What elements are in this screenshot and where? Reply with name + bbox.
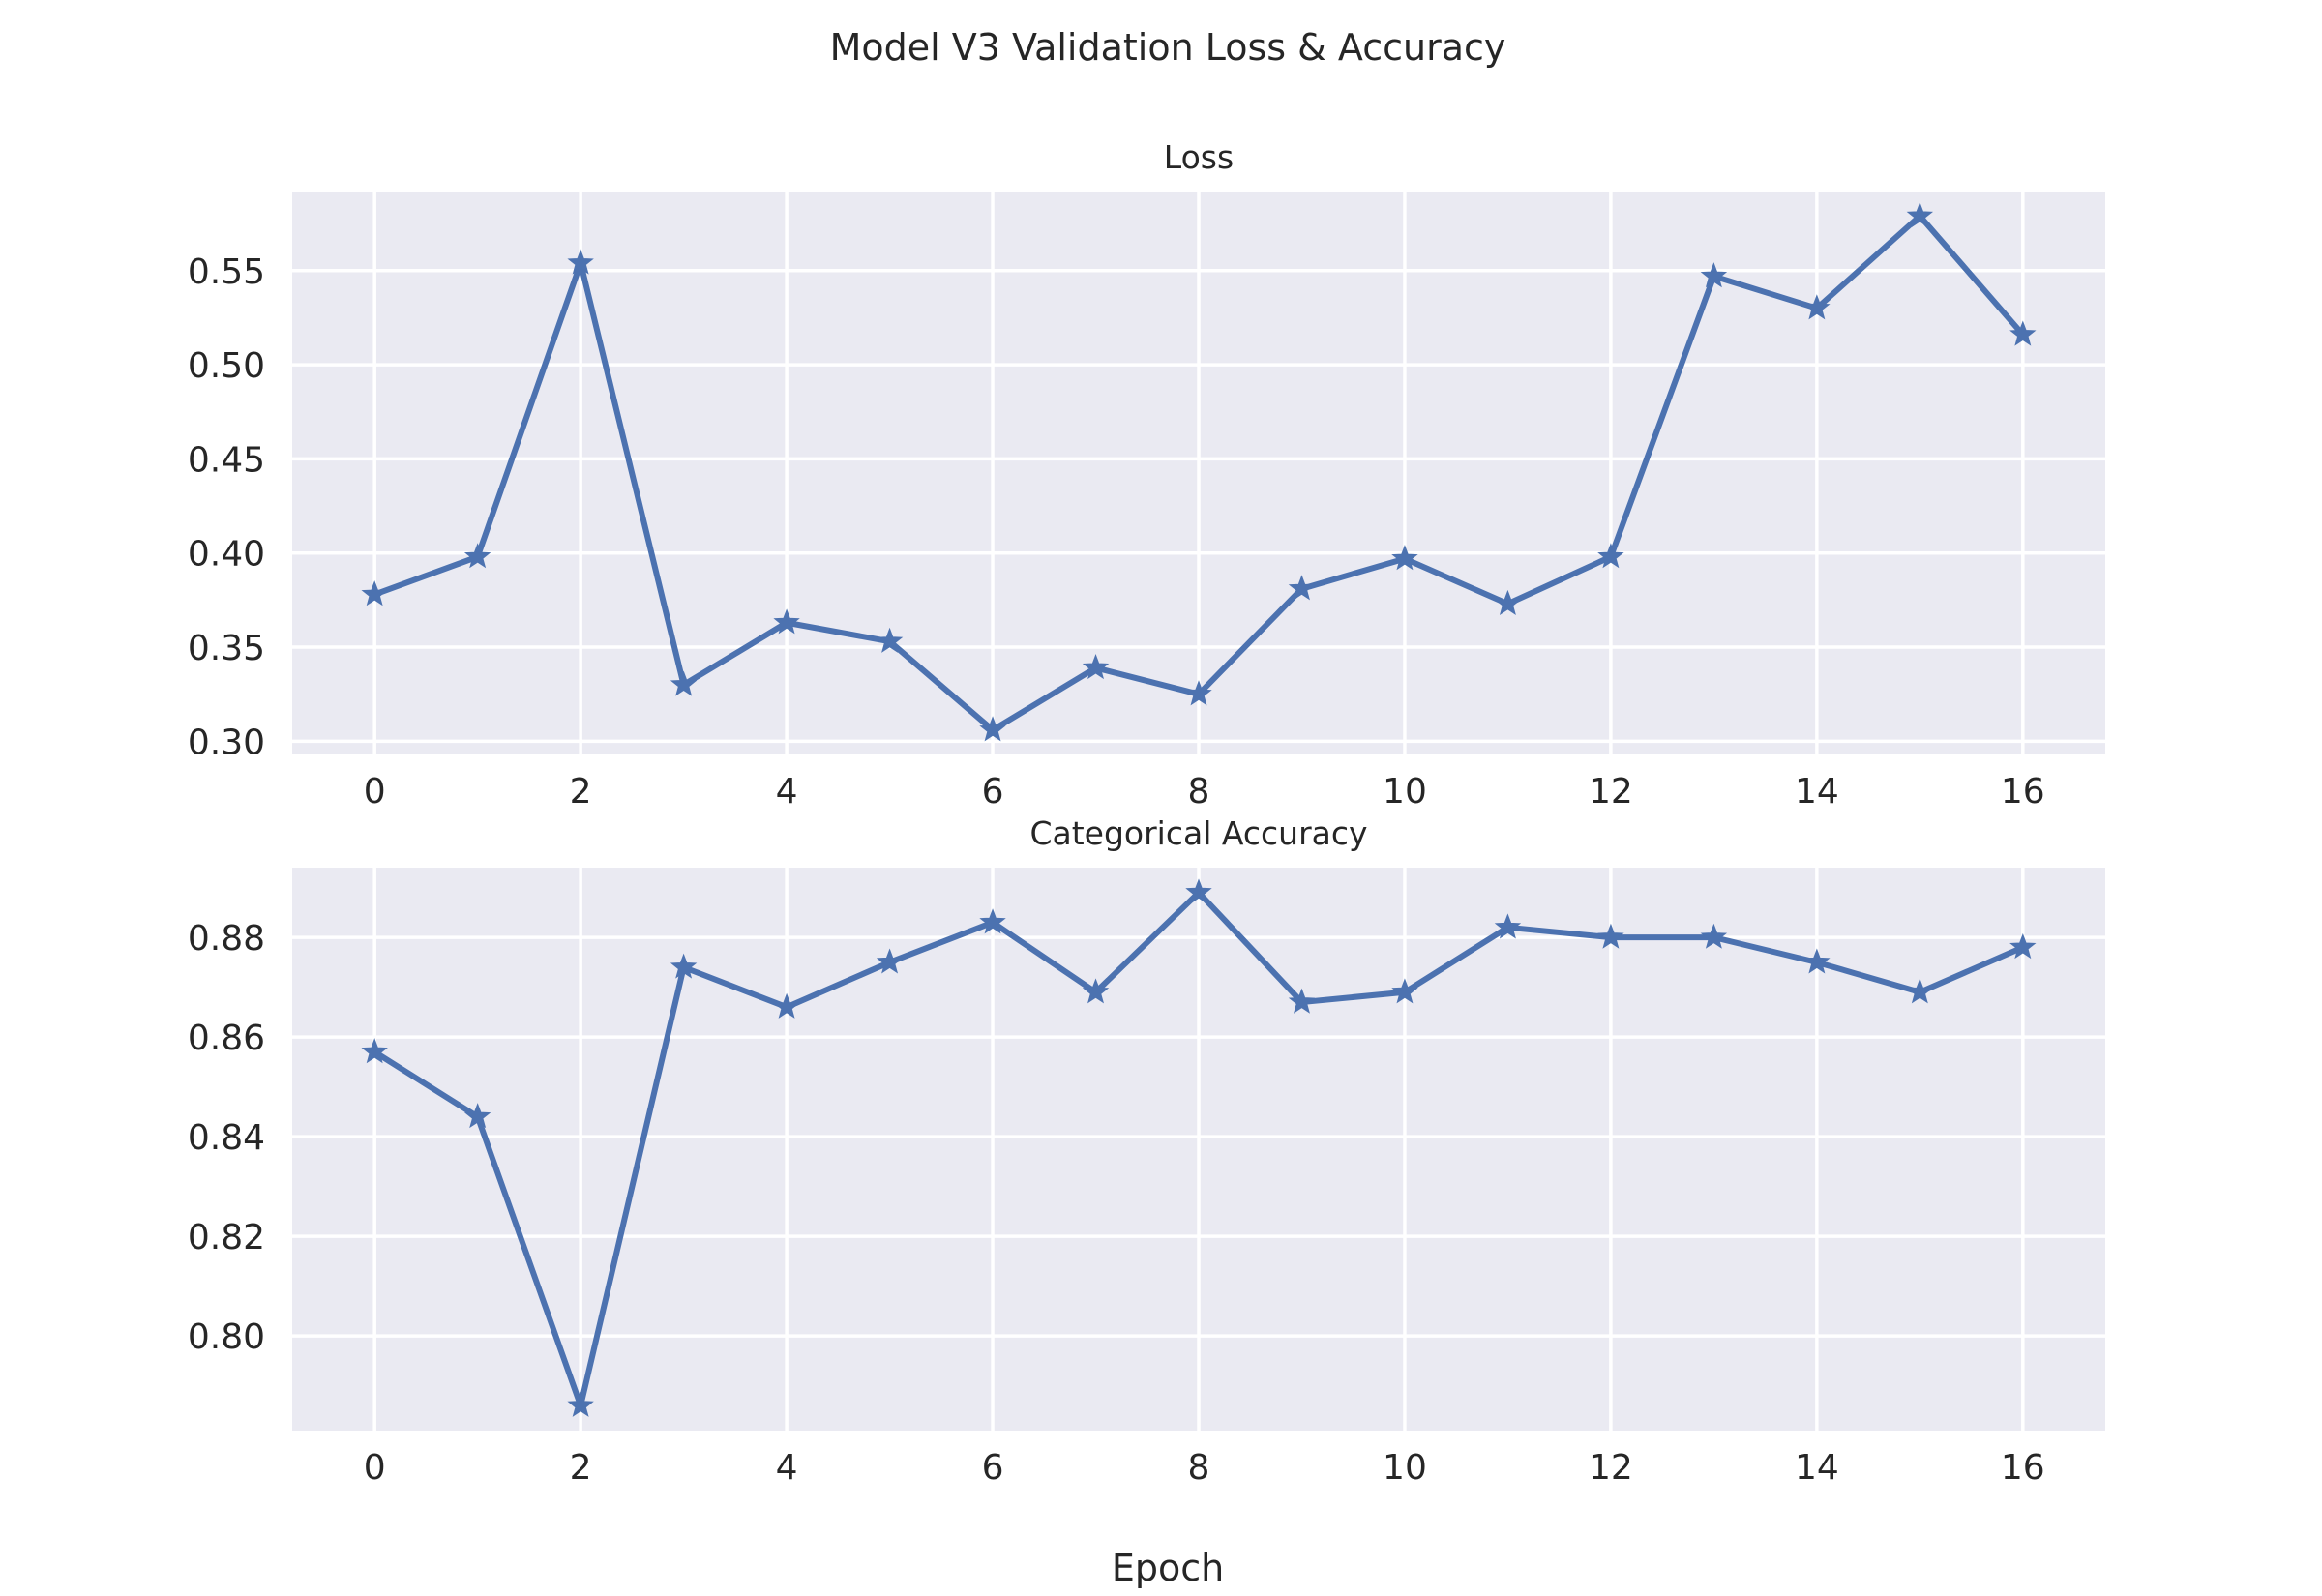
loss-data-point [1700, 262, 1728, 288]
loss-data-point [773, 608, 800, 635]
loss-data-point [1803, 294, 1831, 320]
loss-data-point [1906, 201, 1934, 227]
accuracy-data-point [876, 948, 904, 974]
accuracy-data-point [773, 992, 800, 1019]
accuracy-subplot: 0 2 4 6 8 10 12 14 16 0.80 0.82 0.84 0.86 0.88 Categor… [188, 814, 2105, 1488]
loss-data-point [1597, 543, 1624, 569]
x-tick-label: 10 [1383, 1448, 1427, 1488]
loss-data-point [1288, 575, 1316, 601]
y-tick-label: 0.82 [188, 1218, 265, 1257]
x-tick-label: 14 [1795, 1448, 1839, 1488]
accuracy-data-point [1494, 913, 1522, 939]
figure-title: Model V3 Validation Loss & Accuracy [830, 26, 1506, 69]
accuracy-data-point [1906, 978, 1934, 1004]
y-tick-label: 0.40 [188, 535, 265, 575]
y-tick-label: 0.50 [188, 346, 265, 386]
loss-subplot: 0 2 4 6 8 10 12 14 16 0.30 0.35 0.40 0.45 0.50 0.55 Los… [188, 138, 2105, 812]
loss-data-point [1391, 545, 1418, 571]
x-tick-label: 8 [1188, 1448, 1210, 1488]
x-tick-label: 2 [570, 772, 592, 812]
loss-data-point [463, 543, 491, 569]
loss-data-point [1082, 654, 1110, 680]
y-tick-label: 0.45 [188, 440, 265, 480]
y-tick-label: 0.84 [188, 1118, 265, 1158]
loss-data-point [567, 249, 594, 275]
x-tick-label: 6 [982, 772, 1004, 812]
accuracy-data-point [1288, 988, 1316, 1014]
y-tick-label: 0.88 [188, 919, 265, 959]
y-tick-label: 0.86 [188, 1019, 265, 1058]
y-tick-label: 0.30 [188, 723, 265, 762]
y-tick-label: 0.55 [188, 252, 265, 292]
accuracy-data-point [361, 1038, 388, 1064]
accuracy-data-point [1803, 948, 1831, 974]
accuracy-data-point [1082, 978, 1110, 1004]
loss-data-point [876, 627, 904, 653]
loss-data-point [2009, 320, 2037, 346]
x-tick-label: 8 [1188, 772, 1210, 812]
x-axis-label: Epoch [1112, 1547, 1224, 1589]
loss-data-point [979, 716, 1006, 742]
x-tick-label: 4 [776, 1448, 798, 1488]
accuracy-data-point [670, 953, 698, 979]
accuracy-subplot-title: Categorical Accuracy [1029, 814, 1367, 852]
y-tick-label: 0.80 [188, 1317, 265, 1357]
x-tick-label: 10 [1383, 772, 1427, 812]
x-tick-label: 6 [982, 1448, 1004, 1488]
x-tick-label: 4 [776, 772, 798, 812]
x-tick-label: 0 [364, 1448, 386, 1488]
loss-data-point [670, 670, 698, 696]
x-tick-label: 0 [364, 772, 386, 812]
accuracy-data-point [979, 908, 1006, 934]
accuracy-data-point [2009, 932, 2037, 960]
accuracy-data-point [463, 1103, 491, 1129]
accuracy-data-point [1391, 978, 1418, 1004]
x-tick-label: 2 [570, 1448, 592, 1488]
x-tick-label: 12 [1589, 772, 1633, 812]
loss-data-point [1494, 589, 1522, 615]
accuracy-data-point [1597, 923, 1624, 949]
loss-subplot-title: Loss [1164, 138, 1234, 176]
x-tick-label: 14 [1795, 772, 1839, 812]
accuracy-data-point [567, 1391, 594, 1417]
accuracy-data-point [1700, 923, 1728, 949]
accuracy-data-point [1185, 878, 1212, 904]
x-tick-label: 16 [2001, 1448, 2045, 1488]
loss-data-point [361, 580, 388, 606]
loss-data-point [1185, 680, 1212, 706]
x-tick-label: 12 [1589, 1448, 1633, 1488]
y-tick-label: 0.35 [188, 629, 265, 668]
x-tick-label: 16 [2001, 772, 2045, 812]
